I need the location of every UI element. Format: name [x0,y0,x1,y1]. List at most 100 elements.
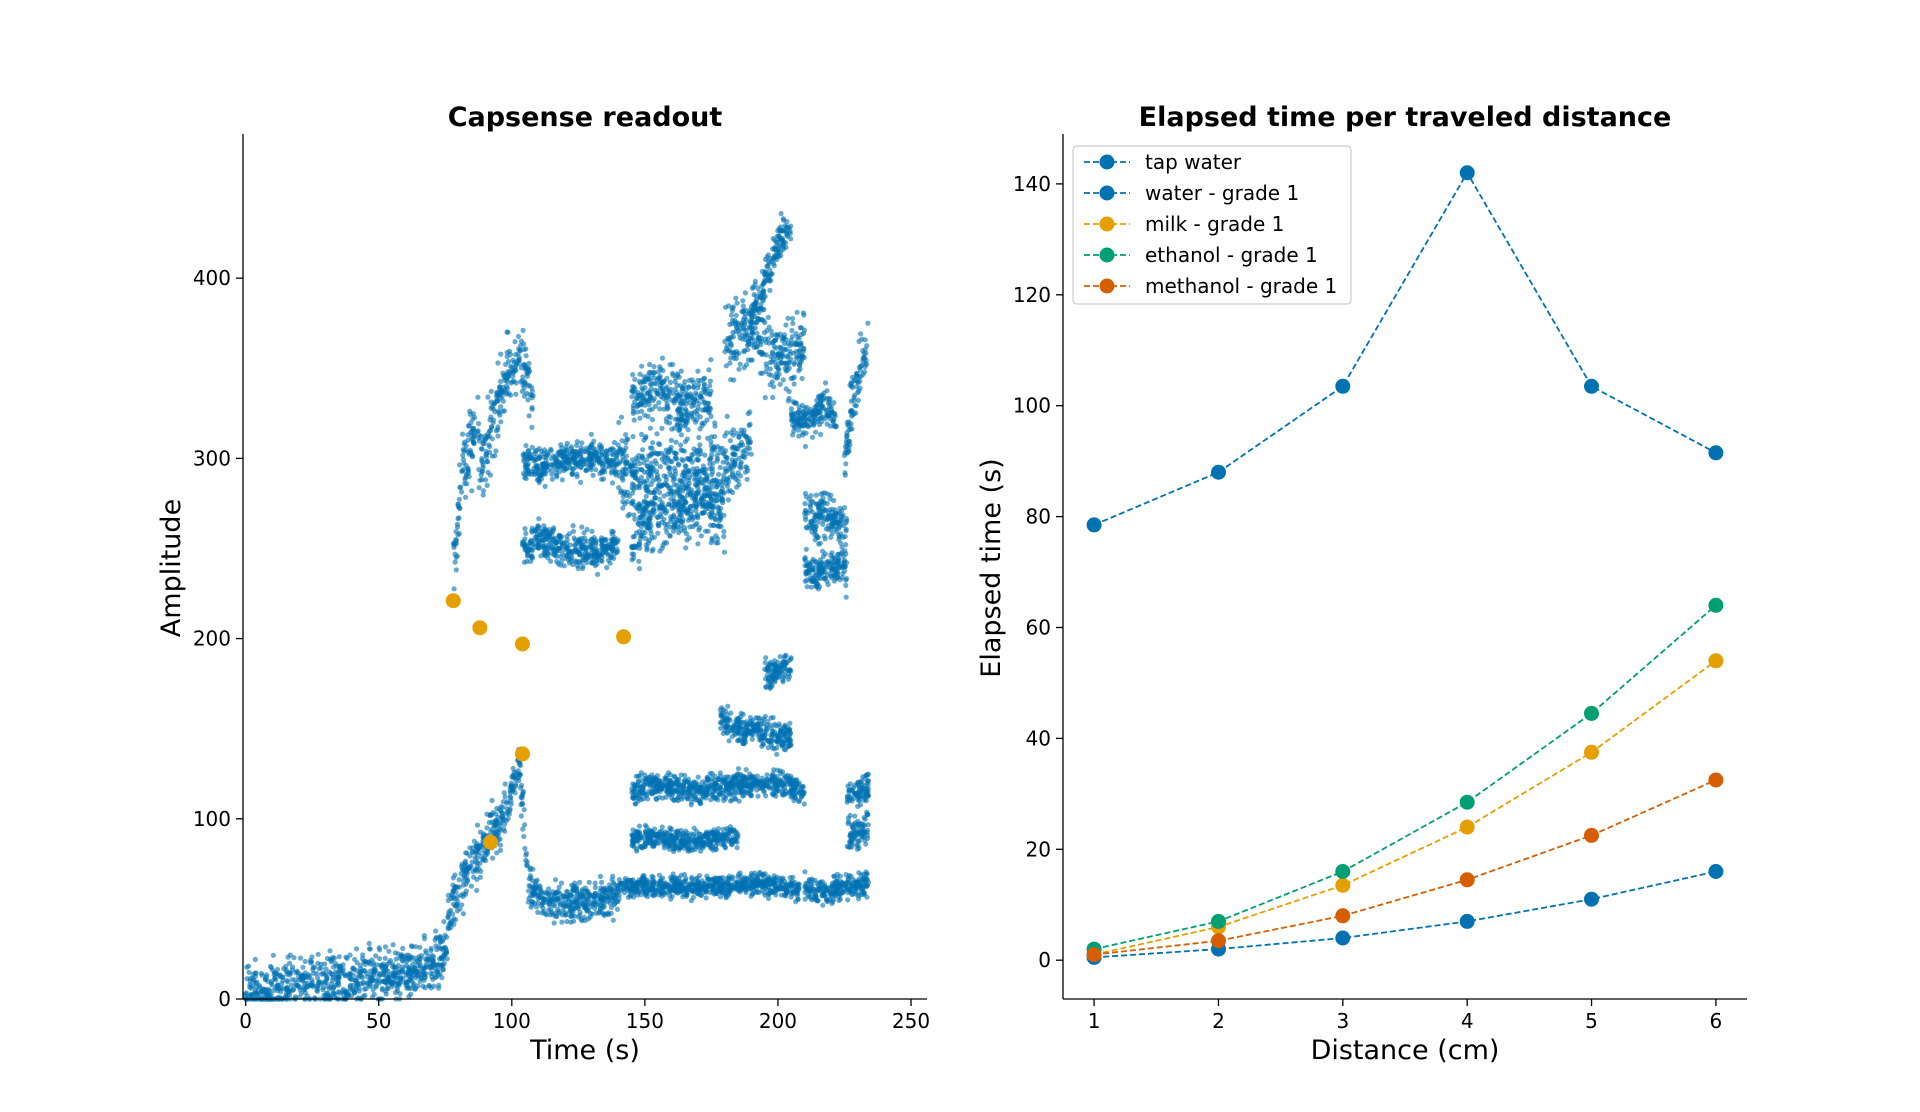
readout-point [284,984,290,991]
readout-point [366,940,372,947]
readout-point [647,835,654,841]
readout-point [770,786,777,792]
readout-point [775,664,781,670]
readout-point [536,477,542,483]
readout-point [758,785,764,791]
readout-point [610,480,616,486]
readout-point [669,893,675,899]
readout-point [484,451,490,457]
readout-point [252,956,258,963]
readout-point [684,892,690,898]
readout-point [789,879,796,885]
readout-point [571,918,577,924]
readout-point [782,883,788,889]
readout-point [499,818,505,824]
readout-point [728,882,734,889]
readout-point [637,784,644,790]
readout-point [690,847,696,853]
readout-point [728,710,734,716]
readout-point [452,872,458,878]
readout-point [747,722,753,728]
readout-point [749,736,755,742]
readout-point [286,960,293,966]
readout-point [574,471,580,477]
readout-point [493,428,499,434]
readout-point [521,807,527,813]
readout-point [719,712,725,718]
readout-point [812,892,819,898]
readout-point [477,860,483,867]
readout-point [754,773,761,779]
readout-point [801,789,807,796]
readout-point [397,979,403,986]
readout-point [519,795,525,801]
readout-point [643,829,649,835]
readout-point [627,887,634,893]
readout-point [485,394,491,400]
readout-point [764,878,770,885]
readout-point [486,442,492,448]
readout-point [616,892,622,898]
readout-point [587,444,593,450]
readout-point [495,833,501,839]
readout-point [535,909,541,916]
readout-point [583,557,589,563]
readout-point [449,891,455,898]
readout-point [573,896,580,902]
readout-point [522,472,529,478]
readout-point [659,425,665,431]
readout-point [359,973,365,979]
readout-point [474,887,480,894]
readout-point [523,857,529,864]
readout-point [468,883,474,889]
readout-point [366,959,372,965]
readout-point [674,878,680,884]
readout-point [251,977,257,983]
readout-point [277,972,283,978]
readout-point [443,950,449,956]
readout-point [400,945,406,952]
readout-point [749,732,755,738]
readout-point [759,879,765,885]
readout-point [650,874,656,880]
readout-point [404,969,410,976]
readout-point [453,537,459,543]
readout-point [669,795,675,801]
readout-point [417,956,423,963]
readout-point [590,472,596,478]
readout-point [717,720,724,726]
readout-point [693,794,699,800]
readout-point [708,778,714,784]
readout-point [691,779,697,785]
readout-point [382,944,389,950]
readout-point [275,966,281,972]
readout-point [667,888,673,895]
readout-point [747,715,754,721]
readout-point [603,885,609,891]
readout-point [513,782,519,788]
readout-point [352,989,358,996]
readout-point [456,877,462,883]
readout-point [606,882,613,888]
readout-point [559,477,565,483]
readout-point [557,554,564,560]
readout-point [540,905,546,911]
readout-point [502,794,508,800]
readout-point [373,953,379,959]
readout-point [403,959,410,965]
readout-point [332,960,338,967]
readout-point [681,871,688,878]
readout-point [739,726,745,732]
readout-point [305,983,311,990]
readout-point [500,398,506,404]
readout-point [554,558,560,565]
readout-point [852,813,858,819]
readout-point [519,782,525,789]
readout-point [513,391,519,397]
readout-point [535,523,541,529]
readout-point [376,970,382,976]
readout-point [723,723,729,729]
readout-point [576,549,582,556]
readout-point [328,981,335,987]
readout-point [561,467,567,474]
